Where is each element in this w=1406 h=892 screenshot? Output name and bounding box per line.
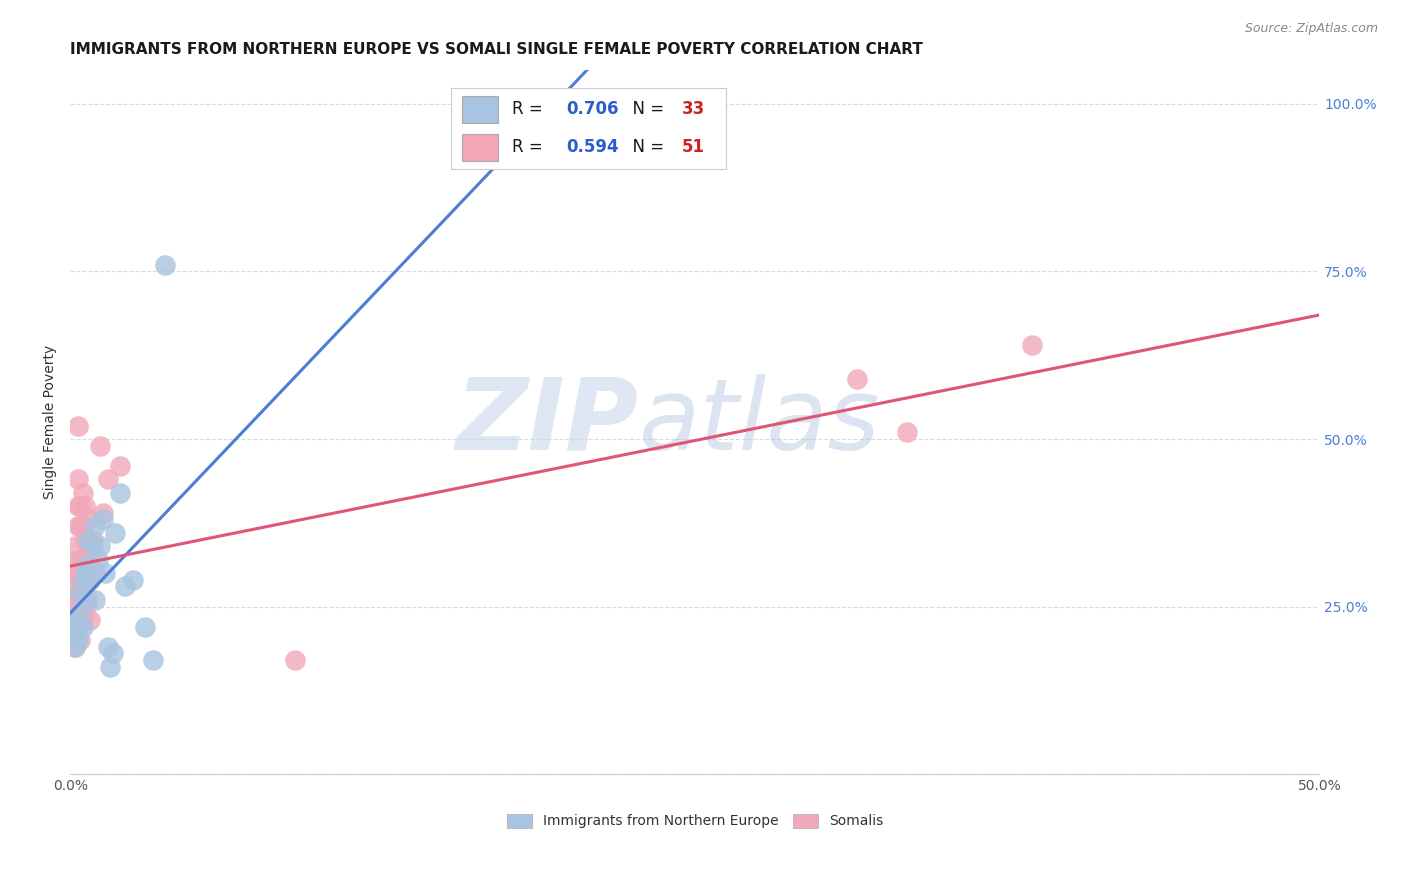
Text: IMMIGRANTS FROM NORTHERN EUROPE VS SOMALI SINGLE FEMALE POVERTY CORRELATION CHAR: IMMIGRANTS FROM NORTHERN EUROPE VS SOMAL… bbox=[70, 42, 924, 57]
Point bbox=[65, 592, 87, 607]
Point bbox=[1021, 338, 1043, 352]
Point bbox=[101, 647, 124, 661]
Point bbox=[155, 258, 177, 272]
Point bbox=[284, 653, 307, 667]
Point bbox=[79, 573, 101, 587]
Point bbox=[66, 499, 89, 513]
Text: ZIP: ZIP bbox=[456, 374, 638, 471]
Point bbox=[75, 607, 97, 621]
Point bbox=[66, 620, 89, 634]
Point bbox=[69, 607, 91, 621]
Point bbox=[82, 539, 104, 553]
Point bbox=[84, 592, 107, 607]
Point bbox=[72, 592, 94, 607]
Point bbox=[89, 539, 111, 553]
Point bbox=[66, 552, 89, 566]
Point bbox=[91, 512, 114, 526]
Point bbox=[97, 472, 120, 486]
Point bbox=[72, 573, 94, 587]
Point bbox=[69, 633, 91, 648]
Point bbox=[66, 586, 89, 600]
Point bbox=[62, 613, 84, 627]
Point bbox=[72, 519, 94, 533]
Point bbox=[65, 539, 87, 553]
Point bbox=[91, 506, 114, 520]
Point bbox=[65, 613, 87, 627]
Point bbox=[65, 640, 87, 654]
Point bbox=[62, 566, 84, 580]
Point bbox=[69, 519, 91, 533]
Point bbox=[65, 626, 87, 640]
Point bbox=[75, 499, 97, 513]
Point bbox=[69, 592, 91, 607]
Point bbox=[110, 458, 132, 473]
Y-axis label: Single Female Poverty: Single Female Poverty bbox=[44, 345, 58, 500]
Point bbox=[114, 579, 136, 593]
Point bbox=[94, 566, 117, 580]
Point bbox=[89, 439, 111, 453]
Text: atlas: atlas bbox=[638, 374, 880, 471]
Point bbox=[66, 472, 89, 486]
Point bbox=[846, 372, 869, 386]
Point bbox=[69, 586, 91, 600]
Point bbox=[76, 546, 98, 560]
Point bbox=[72, 620, 94, 634]
Point bbox=[69, 573, 91, 587]
Point bbox=[75, 592, 97, 607]
Point bbox=[142, 653, 165, 667]
Point bbox=[72, 573, 94, 587]
Point bbox=[84, 519, 107, 533]
Point bbox=[75, 586, 97, 600]
Point bbox=[76, 533, 98, 547]
Point bbox=[66, 607, 89, 621]
Point bbox=[87, 552, 110, 566]
Point bbox=[69, 613, 91, 627]
Point bbox=[79, 613, 101, 627]
Text: Source: ZipAtlas.com: Source: ZipAtlas.com bbox=[1244, 22, 1378, 36]
Point bbox=[72, 552, 94, 566]
Point bbox=[82, 533, 104, 547]
Point bbox=[121, 573, 143, 587]
Point bbox=[65, 566, 87, 580]
Point bbox=[104, 525, 127, 540]
Point bbox=[75, 566, 97, 580]
Point bbox=[84, 566, 107, 580]
Point bbox=[66, 418, 89, 433]
Legend: Immigrants from Northern Europe, Somalis: Immigrants from Northern Europe, Somalis bbox=[502, 808, 889, 834]
Point bbox=[97, 640, 120, 654]
Point bbox=[69, 552, 91, 566]
Point bbox=[75, 559, 97, 574]
Point bbox=[65, 626, 87, 640]
Point bbox=[496, 100, 519, 114]
Point bbox=[896, 425, 918, 440]
Point bbox=[72, 485, 94, 500]
Point bbox=[69, 499, 91, 513]
Point bbox=[76, 573, 98, 587]
Point bbox=[66, 566, 89, 580]
Point bbox=[76, 512, 98, 526]
Point bbox=[66, 519, 89, 533]
Point bbox=[110, 485, 132, 500]
Point bbox=[65, 640, 87, 654]
Point bbox=[79, 552, 101, 566]
Point bbox=[76, 592, 98, 607]
Point bbox=[66, 620, 89, 634]
Point bbox=[76, 566, 98, 580]
Point bbox=[134, 620, 156, 634]
Point bbox=[75, 533, 97, 547]
Point bbox=[72, 613, 94, 627]
Point bbox=[66, 633, 89, 648]
Point bbox=[583, 100, 606, 114]
Point bbox=[62, 579, 84, 593]
Point bbox=[98, 660, 121, 674]
